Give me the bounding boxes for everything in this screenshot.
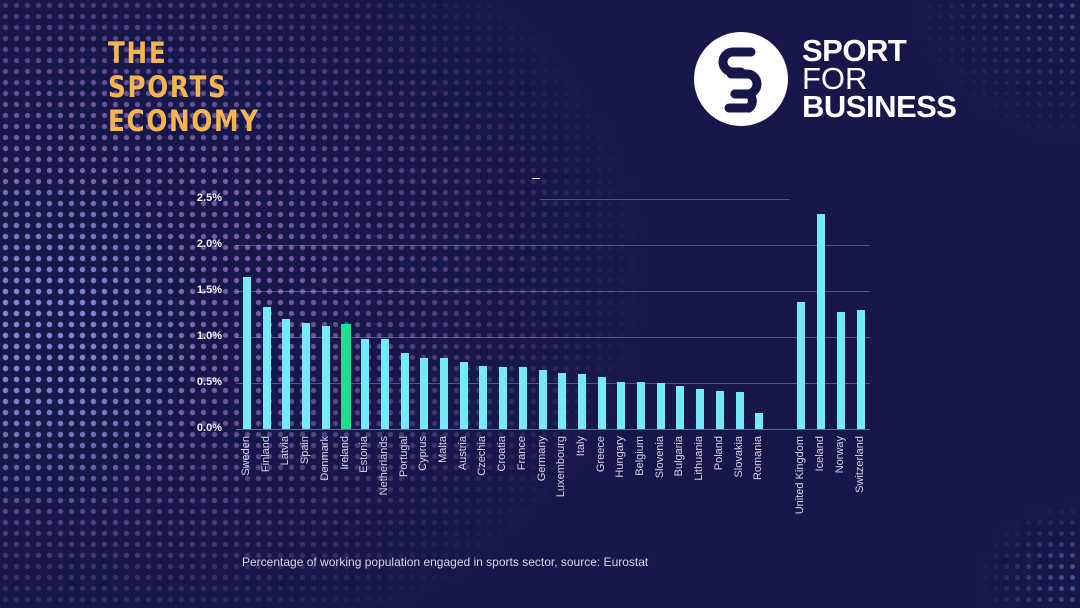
logo-line-business: BUSINESS [802, 89, 957, 124]
x-axis-label: Czechia [476, 436, 489, 476]
bar-france [518, 367, 527, 429]
x-axis-label: Finland [259, 436, 272, 473]
gridline [540, 199, 790, 200]
x-axis-label: Sweden [240, 436, 252, 476]
x-axis-label: Estonia [358, 436, 371, 473]
bar-bulgaria [676, 385, 685, 429]
bar-germany [538, 370, 547, 429]
logo-line-for: FOR [802, 61, 868, 96]
x-axis-label: Bulgaria [673, 436, 686, 477]
y-axis-tick-label: 0.5% [196, 376, 222, 388]
bar-iceland [817, 213, 825, 429]
bar-finland [262, 306, 271, 429]
bar-poland [715, 391, 724, 429]
chart-caption: Percentage of working population engaged… [242, 555, 649, 569]
bar-ireland [340, 324, 351, 429]
bar-luxembourg [558, 372, 567, 429]
bar-hungary [617, 382, 626, 429]
bar-norway [837, 312, 845, 429]
bar-austria [459, 361, 468, 429]
x-axis-label: Denmark [318, 436, 331, 481]
y-axis-tick-label: 2.5% [196, 192, 222, 204]
x-axis-label: Slovenia [653, 436, 666, 479]
brand-line-2: SPORTS [108, 70, 228, 104]
bar-slovenia [656, 383, 665, 429]
y-axis-tick-label: 2.0% [196, 238, 222, 250]
x-axis-label: Cyprus [417, 436, 430, 471]
bar-sweden [243, 277, 251, 429]
x-axis-label: Lithuania [693, 436, 706, 481]
x-axis-label: Slovakia [732, 436, 745, 478]
bar-lithuania [696, 389, 705, 429]
x-axis-label: United Kingdom [794, 436, 806, 515]
x-axis-label: France [515, 436, 528, 471]
bar-czechia [479, 365, 488, 429]
chart-title-placeholder [532, 178, 540, 179]
bar-slovakia [735, 392, 744, 429]
x-axis-label: Netherlands [377, 436, 390, 496]
bar-greece [597, 376, 606, 429]
logo-line-sport: SPORT [802, 33, 907, 68]
x-axis-label: Norway [834, 436, 846, 474]
bar-denmark [321, 325, 330, 429]
x-axis-label: Austria [456, 436, 469, 471]
sport-for-business-wordmark: SPORT FOR BUSINESS [802, 33, 957, 124]
x-axis-label: Italy [574, 436, 587, 457]
x-axis-label: Spain [299, 436, 312, 465]
bar-united-kingdom [797, 302, 805, 429]
gridline [236, 337, 870, 338]
bar-portugal [400, 352, 409, 429]
bar-malta [440, 358, 448, 429]
y-axis-tick-label: 1.0% [196, 330, 222, 342]
bar-belgium [637, 382, 645, 429]
brand-line-1: THE [108, 36, 168, 70]
gridline [236, 383, 870, 384]
bar-switzerland [857, 310, 865, 429]
brand-line-3: ECONOMY [108, 104, 260, 138]
x-axis-label: Poland [712, 436, 725, 471]
x-axis-label: Luxembourg [555, 436, 568, 498]
bar-estonia [361, 338, 370, 429]
x-axis-label: Iceland [814, 436, 826, 472]
sb-monogram-icon [694, 32, 788, 126]
x-axis-label: Ireland [338, 436, 351, 470]
y-axis-tick-label: 0.0% [196, 422, 222, 434]
y-axis-tick-label: 1.5% [196, 284, 222, 296]
bar-netherlands [380, 338, 389, 429]
bar-croatia [499, 367, 508, 429]
gridline [236, 291, 870, 292]
x-axis-label: Latvia [279, 436, 292, 466]
x-axis-label: Malta [437, 436, 449, 463]
x-axis-label: Switzerland [854, 436, 866, 493]
x-axis-label: Portugal [397, 436, 410, 477]
x-axis-label: Greece [594, 436, 607, 473]
x-axis-label: Germany [535, 436, 548, 482]
x-axis-label: Romania [752, 436, 765, 481]
bar-cyprus [420, 358, 429, 429]
bar-latvia [282, 318, 291, 429]
gridline [236, 245, 870, 246]
sport-for-business-logo: SPORT FOR BUSINESS [694, 32, 957, 126]
x-axis-label: Croatia [496, 436, 509, 472]
bar-italy [577, 373, 586, 429]
bar-spain [302, 323, 311, 429]
x-axis-label: Belgium [634, 436, 646, 476]
x-axis-label: Hungary [614, 436, 627, 478]
gridline [236, 429, 870, 430]
bar-romania [755, 413, 764, 429]
the-sports-economy-logo: THE SPORTS ECONOMY [108, 36, 260, 138]
